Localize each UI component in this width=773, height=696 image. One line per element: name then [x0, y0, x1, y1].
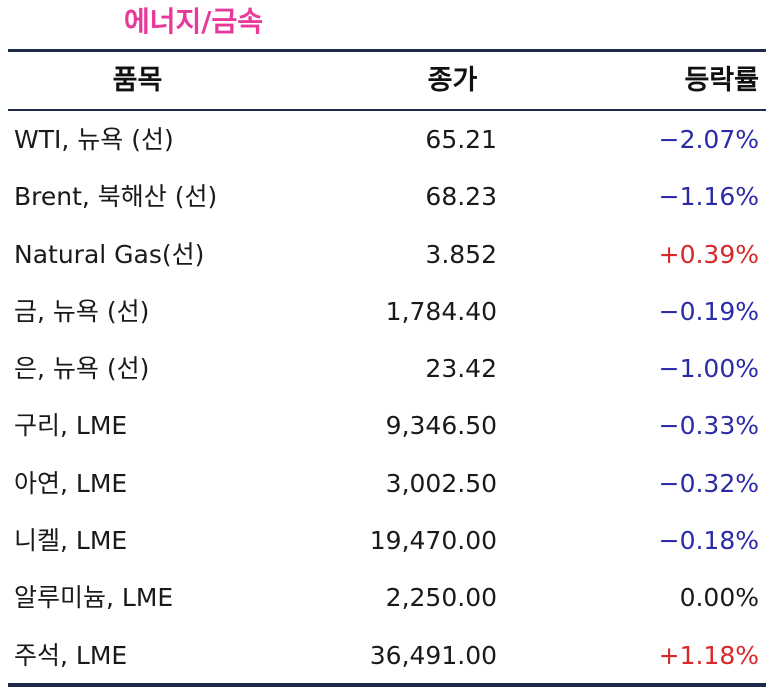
close-price: 2,250.00	[385, 583, 497, 613]
close-price: 65.21	[425, 125, 497, 154]
commodity-table-body: WTI, 뉴욕 (선) 65.21 −2.07% Brent, 북해산 (선) …	[0, 111, 773, 684]
table-bottom-rule	[8, 683, 766, 687]
table-row: 주석, LME 36,491.00 +1.18%	[0, 627, 773, 684]
close-price: 1,784.40	[385, 296, 497, 326]
close-price: 3,002.50	[385, 468, 497, 498]
change-rate: −0.33%	[658, 411, 759, 441]
change-rate: −0.32%	[658, 468, 759, 498]
close-price: 9,346.50	[385, 411, 497, 441]
page-title: 에너지/금속	[124, 5, 264, 38]
change-rate: −1.16%	[658, 182, 759, 212]
change-rate: +0.39%	[658, 239, 759, 269]
table-row: WTI, 뉴욕 (선) 65.21 −2.07%	[0, 111, 773, 168]
table-row: 알루미늄, LME 2,250.00 0.00%	[0, 569, 773, 626]
close-price: 19,470.00	[369, 526, 497, 556]
column-header-close: 종가	[427, 65, 478, 96]
change-rate: −0.18%	[658, 526, 759, 556]
item-name: 은, 뉴욕 (선)	[14, 354, 150, 384]
close-price: 3.852	[425, 239, 497, 269]
item-name: 구리, LME	[14, 411, 128, 441]
item-name: 금, 뉴욕 (선)	[14, 296, 150, 326]
item-name: Natural Gas(선)	[14, 239, 205, 269]
item-name: WTI, 뉴욕 (선)	[14, 125, 174, 154]
header-divider	[8, 109, 766, 111]
table-row: 아연, LME 3,002.50 −0.32%	[0, 455, 773, 512]
close-price: 68.23	[425, 182, 497, 212]
item-name: 주석, LME	[14, 640, 128, 670]
column-header-change: 등락률	[684, 65, 759, 96]
table-row: 구리, LME 9,346.50 −0.33%	[0, 397, 773, 454]
table-row: 금, 뉴욕 (선) 1,784.40 −0.19%	[0, 283, 773, 340]
close-price: 36,491.00	[369, 640, 497, 670]
table-row: 은, 뉴욕 (선) 23.42 −1.00%	[0, 340, 773, 397]
table-top-rule	[8, 49, 766, 52]
item-name: 알루미늄, LME	[14, 583, 174, 613]
item-name: 아연, LME	[14, 468, 128, 498]
change-rate: −2.07%	[658, 125, 759, 154]
change-rate: 0.00%	[679, 583, 759, 613]
table-row: 니켈, LME 19,470.00 −0.18%	[0, 512, 773, 569]
close-price: 23.42	[425, 354, 497, 384]
table-row: Natural Gas(선) 3.852 +0.39%	[0, 226, 773, 283]
change-rate: −0.19%	[658, 296, 759, 326]
change-rate: −1.00%	[658, 354, 759, 384]
change-rate: +1.18%	[658, 640, 759, 670]
column-header-name: 품목	[112, 65, 163, 96]
item-name: Brent, 북해산 (선)	[14, 182, 218, 212]
table-row: Brent, 북해산 (선) 68.23 −1.16%	[0, 168, 773, 225]
item-name: 니켈, LME	[14, 526, 128, 556]
